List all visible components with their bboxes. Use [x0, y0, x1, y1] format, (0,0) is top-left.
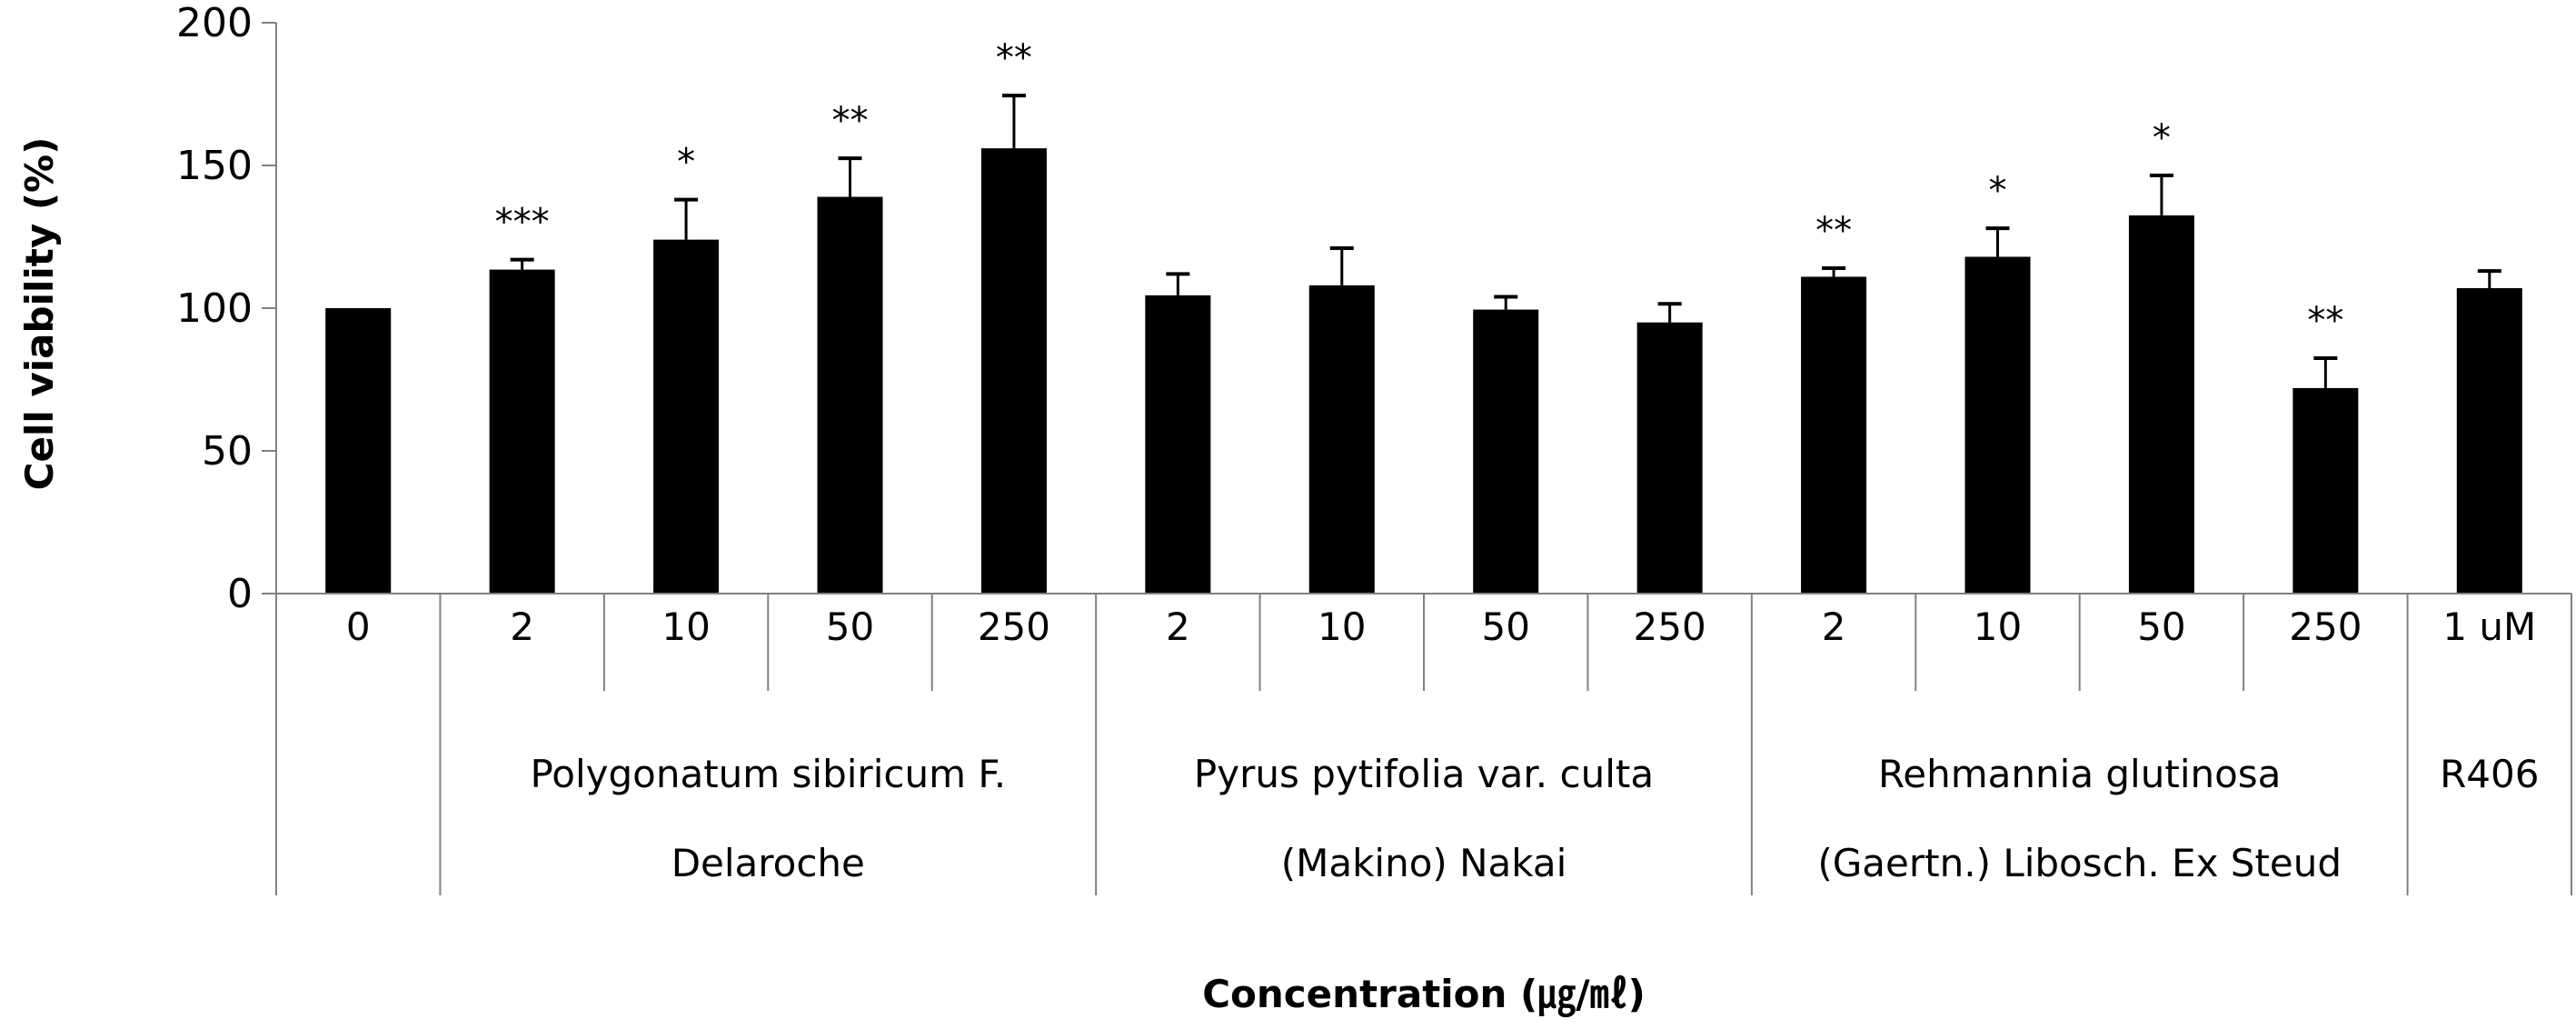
x-tick-label: 250 [2289, 604, 2362, 649]
significance-label: ** [832, 100, 869, 142]
significance-label: * [1989, 170, 2007, 212]
x-tick-label: 50 [2137, 604, 2185, 649]
significance-label: * [677, 142, 695, 184]
y-axis: 0 50 100 150 200 [176, 0, 277, 617]
group-label: R406 [2440, 752, 2539, 796]
bar [1145, 295, 1211, 594]
x-tick-label: 2 [1822, 604, 1846, 649]
bar [1308, 285, 1375, 594]
y-tick-label: 150 [176, 143, 253, 189]
x-tick-label: 2 [510, 604, 534, 649]
y-tick-label: 200 [176, 0, 253, 46]
significance-label: ** [2307, 300, 2343, 342]
group-label: Polygonatum sibiricum F. [530, 752, 1006, 796]
x-tick-label: 10 [1318, 604, 1366, 649]
group-label: Pyrus pytifolia var. culta [1194, 752, 1654, 796]
bar [1801, 276, 1867, 594]
bars: ************** [325, 37, 2522, 594]
bar [1636, 322, 1703, 594]
bar [1964, 256, 2031, 594]
bar [2128, 215, 2194, 594]
x-tick-label: 10 [661, 604, 710, 649]
x-tick-label: 250 [1634, 604, 1706, 649]
x-tick-label: 2 [1166, 604, 1190, 649]
bar [653, 239, 720, 594]
bar [2456, 288, 2522, 594]
y-tick-label: 50 [202, 428, 253, 475]
significance-label: ** [996, 37, 1032, 79]
y-tick-label: 100 [176, 285, 253, 332]
x-tick-label: 50 [1481, 604, 1529, 649]
bar [817, 196, 883, 594]
bar [980, 148, 1047, 594]
bar [2293, 387, 2359, 594]
group-label: Rehmannia glutinosa [1878, 752, 2281, 796]
group-label: (Gaertn.) Libosch. Ex Steud [1817, 841, 2342, 885]
x-axis-label: Concentration (㎍/㎖) [1202, 972, 1646, 1018]
significance-label: ** [1815, 210, 1852, 252]
bar [489, 269, 555, 594]
x-tick-label: 0 [346, 604, 371, 649]
significance-label: * [2153, 117, 2171, 159]
bar [1473, 309, 1539, 594]
significance-label: *** [495, 202, 550, 244]
y-axis-label: Cell viability (%) [17, 137, 62, 491]
x-tick-label: 50 [826, 604, 874, 649]
x-tick-label: 10 [1974, 604, 2022, 649]
group-label: (Makino) Nakai [1281, 841, 1567, 885]
x-tick-label: 1 uM [2442, 604, 2536, 649]
x-tick-label: 250 [978, 604, 1050, 649]
x-axis: 0 2 10 50 250 2 10 50 250 2 10 50 250 1 uM Polygonatum… [275, 593, 2572, 895]
bar [325, 308, 392, 594]
y-tick-label: 0 [227, 571, 253, 617]
group-label: Delaroche [671, 841, 865, 885]
